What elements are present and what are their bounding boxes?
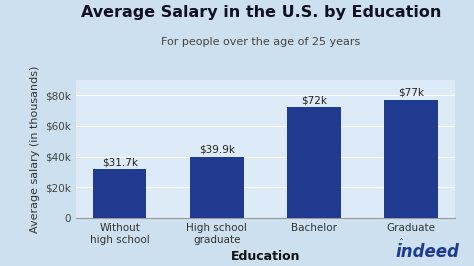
Bar [287, 107, 341, 218]
Y-axis label: Average salary (in thousands): Average salary (in thousands) [29, 65, 39, 233]
Bar [384, 100, 438, 218]
Text: $77k: $77k [398, 88, 424, 98]
Text: $72k: $72k [301, 95, 327, 106]
Bar [190, 157, 244, 218]
X-axis label: Education: Education [231, 250, 300, 263]
Text: Average Salary in the U.S. by Education: Average Salary in the U.S. by Education [81, 5, 441, 20]
Text: indeed: indeed [396, 243, 460, 261]
Text: $39.9k: $39.9k [199, 145, 235, 155]
Bar [93, 169, 146, 218]
Text: ˆ: ˆ [398, 239, 403, 249]
Text: For people over the age of 25 years: For people over the age of 25 years [161, 37, 360, 47]
Text: $31.7k: $31.7k [102, 157, 138, 168]
